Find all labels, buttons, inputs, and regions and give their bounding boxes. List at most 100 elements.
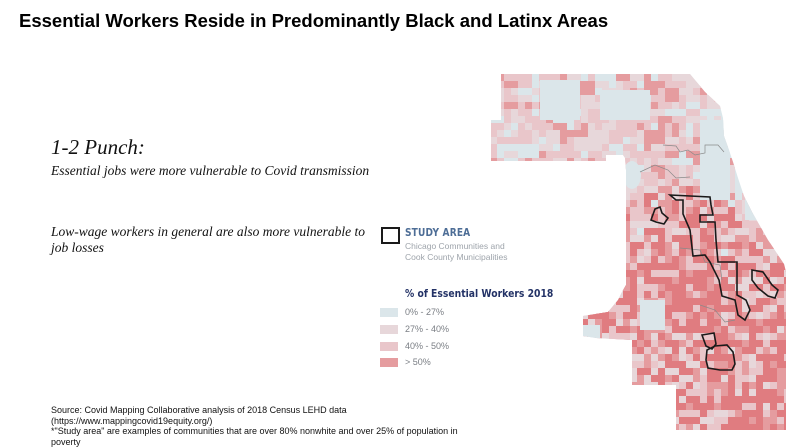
census-tract [553,270,560,284]
census-tract [497,263,511,277]
census-tract [637,354,644,361]
census-tract [532,88,539,95]
census-tract [491,228,497,242]
census-tract [742,151,756,165]
census-tract [784,137,786,151]
census-tract [672,347,679,354]
census-tract [525,123,532,130]
census-tract [595,382,609,396]
census-tract [525,186,532,193]
census-tract [567,410,581,417]
census-tract [637,151,644,165]
census-tract [714,410,721,417]
census-tract [567,326,574,340]
census-tract [518,242,532,249]
census-tract [532,179,546,186]
census-tract [491,270,504,277]
census-tract [518,74,532,88]
study-area-outline-icon [381,227,400,244]
census-tract [623,389,637,396]
census-tract [777,137,786,151]
census-tract [714,214,728,221]
census-tract [532,228,539,242]
census-tract [525,410,532,424]
census-tract [686,95,700,102]
census-tract [616,242,623,256]
census-tract [644,200,651,207]
census-tract [553,326,560,340]
census-tract [665,368,672,375]
census-tract [504,249,511,256]
census-tract [637,333,644,340]
census-tract [616,298,623,305]
census-tract [574,193,588,207]
census-tract [560,298,567,305]
census-tract [735,228,749,235]
census-tract [553,347,567,354]
census-tract [525,165,539,179]
census-tract [518,249,532,256]
study-area-subtitle: Chicago Communities and Cook County Muni… [405,241,508,263]
census-tract [588,214,595,221]
census-tract [567,298,574,312]
census-tract [574,144,588,151]
census-tract [511,340,525,347]
census-tract [497,214,504,228]
census-tract [518,200,532,207]
census-tract [504,305,518,312]
census-tract [777,158,784,172]
census-tract [770,200,777,214]
census-tract [511,242,525,256]
census-tract [609,221,616,235]
census-tract [491,214,497,228]
census-tract [609,270,623,277]
census-tract [630,270,637,277]
census-tract [770,249,777,263]
census-tract [749,144,763,158]
study-area-footnote: *"Study area" are examples of communitie… [51,426,458,447]
census-tract [504,361,518,368]
census-tract [728,277,735,284]
census-tract [532,284,546,298]
census-tract [567,284,574,298]
census-tract [637,403,644,410]
census-tract [595,214,602,221]
census-tract [763,361,770,368]
census-tract [532,186,539,193]
census-tract [560,193,567,207]
census-tract [497,137,511,144]
census-tract [679,424,686,430]
census-tract [707,207,714,214]
census-tract [539,221,546,228]
census-tract [609,130,623,144]
census-tract [560,375,574,389]
census-tract [602,165,616,172]
census-tract [497,326,511,333]
census-tract [679,431,686,445]
census-tract [532,200,546,207]
census-tract [651,165,658,172]
census-tract [700,403,707,410]
census-tract [560,325,600,350]
census-tract [532,172,546,186]
census-tract [665,417,672,424]
census-tract [588,389,602,403]
census-tract [553,186,567,200]
census-tract [665,81,672,88]
census-tract [546,424,553,430]
census-tract [777,172,786,186]
census-tract [511,305,518,312]
census-tract [651,417,665,430]
census-tract [539,298,553,312]
census-tract [665,144,679,151]
census-tract [665,291,672,298]
census-tract [777,200,784,207]
census-tract [595,277,609,284]
study-area-outlines [649,194,779,371]
census-tract [567,270,574,284]
census-tract [497,277,504,284]
census-tract [511,256,525,270]
census-tract [679,193,686,200]
census-tract [644,375,651,382]
census-tract [665,403,672,417]
